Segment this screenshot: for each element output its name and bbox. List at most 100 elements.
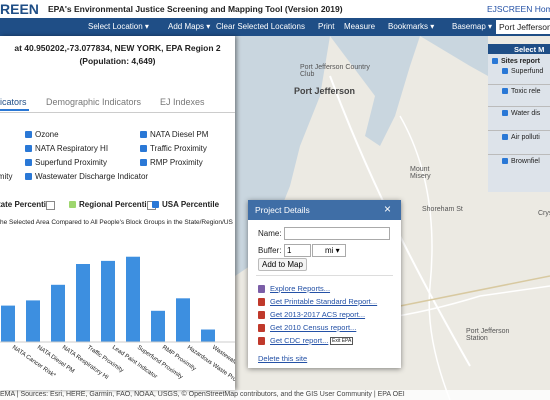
legend-item[interactable]: USA Percentile [152, 200, 219, 209]
tab-rule [0, 112, 235, 113]
indicator-label: Wastewater Discharge Indicator [35, 172, 149, 181]
report-icon [258, 298, 265, 306]
toolbar-item[interactable]: Clear Selected Locations [216, 22, 305, 31]
report-icon [258, 311, 265, 319]
bar-chart: he Selected Area Compared to All People'… [0, 219, 235, 390]
layer-item[interactable]: Superfund [502, 68, 543, 75]
bar [176, 298, 190, 342]
checkbox[interactable] [25, 145, 32, 152]
indicator[interactable]: Ozone [25, 130, 59, 139]
toolbar-item[interactable]: Bookmarks [388, 22, 434, 31]
checkbox[interactable] [25, 173, 32, 180]
checkbox[interactable] [25, 131, 32, 138]
popup-header: Project Details × [248, 200, 401, 220]
app-title: EPA's Environmental Justice Screening an… [48, 4, 343, 14]
layers-title: Select M [514, 45, 545, 54]
close[interactable]: × [384, 202, 392, 216]
legend-label: USA Percentile [162, 200, 220, 209]
checkbox[interactable] [502, 158, 508, 164]
exit-badge[interactable]: Exit EPA [330, 337, 354, 345]
map-label: Shoreham St [422, 206, 463, 213]
report-link[interactable]: Get CDC report... [270, 336, 329, 345]
layer-item[interactable]: Sites report [492, 58, 540, 65]
report-link[interactable]: Get 2013-2017 ACS report... [270, 310, 366, 319]
map-label: Port Jefferson Country Club [300, 64, 370, 78]
search-text: Port Jefferson [499, 22, 550, 32]
toolbar-item[interactable]: Print [318, 22, 335, 31]
tab[interactable]: EJ Indexes [160, 97, 205, 107]
checkbox[interactable] [140, 131, 147, 138]
indicator[interactable]: ximity [0, 172, 12, 181]
bar [151, 310, 165, 342]
checkbox[interactable] [140, 159, 147, 166]
road [399, 275, 550, 307]
buffer-input[interactable]: 1 [284, 244, 311, 257]
checkbox[interactable] [25, 159, 32, 166]
report-link[interactable]: Get Printable Standard Report... [270, 297, 378, 306]
indicator[interactable]: Wastewater Discharge Indicator [25, 172, 148, 181]
indicator-label: Ozone [35, 130, 59, 139]
layer-item[interactable]: Brownfiel [502, 158, 540, 165]
x-tick-label: NATA Cancer Risk* [11, 345, 57, 380]
indicator-label: Traffic Proximity [150, 144, 207, 153]
delete-link[interactable]: Delete this site [258, 354, 308, 363]
checkbox[interactable] [502, 68, 508, 74]
legend-item[interactable]: tate Percentile [0, 200, 53, 209]
water [420, 36, 488, 76]
add-button[interactable]: Add to Map [258, 258, 307, 271]
indicator[interactable]: RMP Proximity [140, 158, 203, 167]
checkbox[interactable] [140, 145, 147, 152]
legend-item[interactable]: Regional Percentile [69, 200, 153, 209]
x-tick-label: NATA Respiratory HI [61, 345, 110, 382]
layer-rule [488, 130, 550, 131]
checkbox[interactable] [492, 58, 498, 64]
report-link[interactable]: Explore Reports... [270, 284, 331, 293]
tab[interactable]: icators [0, 97, 29, 111]
toolbar: Port Jefferson Select Location Add Maps Cl… [0, 18, 550, 36]
layer-label: Brownfiel [511, 158, 540, 165]
legend-label: Regional Percentile [79, 200, 154, 209]
checkbox[interactable] [502, 134, 508, 140]
toolbar-item[interactable]: Add Maps [168, 22, 210, 31]
tab[interactable]: Demographic Indicators [46, 97, 142, 107]
layers-panel: Select M Sites report Superfund Toxic rele… [488, 44, 550, 192]
map-label: Port Jefferson Station [466, 328, 510, 342]
search-box[interactable]: Port Jefferson [496, 20, 550, 34]
buffer-unit[interactable]: mi [312, 244, 346, 257]
name-input[interactable] [284, 227, 390, 240]
rule [256, 275, 393, 276]
logo: REEN [0, 1, 39, 17]
bar [1, 305, 15, 342]
map-label: Cryst [538, 210, 550, 217]
panel-heading: at 40.950202,-73.077834, NEW YORK, EPA R… [14, 43, 221, 66]
layer-item[interactable]: Air polluti [502, 134, 540, 141]
indicator[interactable]: NATA Respiratory HI [25, 144, 108, 153]
toolbar-item[interactable]: Select Location [88, 22, 149, 31]
layer-label: Water dis [511, 110, 541, 117]
layer-item[interactable]: Toxic rele [502, 88, 541, 95]
indicator[interactable]: Traffic Proximity [140, 144, 207, 153]
map-label: Mount Misery [410, 166, 431, 180]
legend-swatch [152, 201, 159, 208]
bar [26, 300, 40, 342]
layer-rule [488, 106, 550, 107]
checkbox[interactable] [46, 201, 55, 210]
checkbox[interactable] [502, 88, 508, 94]
layer-label: Air polluti [511, 134, 540, 141]
legend-swatch [69, 201, 76, 208]
layer-label: Sites report [501, 58, 540, 65]
toolbar-item[interactable]: Basemap [452, 22, 492, 31]
report-link[interactable]: Get 2010 Census report... [270, 323, 357, 332]
indicator[interactable]: Superfund Proximity [25, 158, 107, 167]
buffer-value: 1 [287, 246, 292, 255]
name-label: Name: [258, 229, 282, 238]
layer-rule [488, 84, 550, 85]
indicator[interactable]: NATA Diesel PM [140, 130, 208, 139]
home-link[interactable]: EJSCREEN Home [487, 4, 550, 14]
checkbox[interactable] [502, 110, 508, 116]
chart-title: he Selected Area Compared to All People'… [0, 219, 234, 226]
layer-item[interactable]: Water dis [502, 110, 540, 117]
toolbar-item[interactable]: Measure [344, 22, 376, 31]
indicator-label: ximity [0, 172, 13, 181]
